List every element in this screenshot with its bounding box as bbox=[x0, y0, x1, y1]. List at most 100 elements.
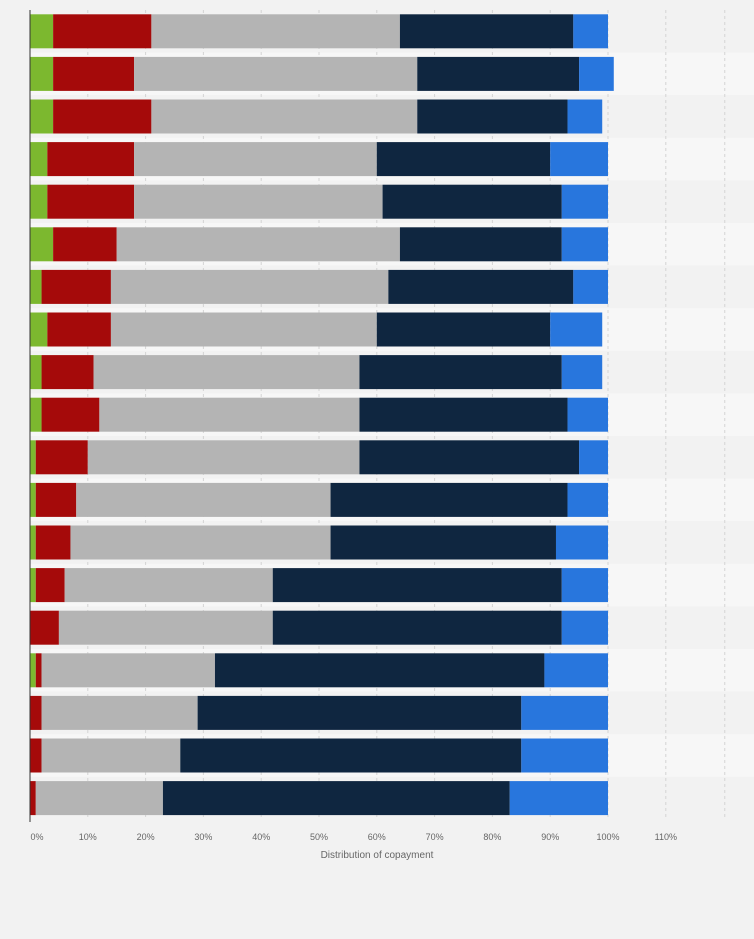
bar-segment-series-3[interactable] bbox=[58, 610, 273, 645]
bar-segment-series-2[interactable] bbox=[53, 99, 152, 134]
bar-segment-series-4[interactable] bbox=[214, 653, 545, 688]
bar-segment-series-4[interactable] bbox=[197, 695, 522, 730]
x-tick-label: 110% bbox=[655, 832, 677, 842]
bar-segment-series-5[interactable] bbox=[544, 653, 608, 688]
bar-segment-series-4[interactable] bbox=[376, 142, 551, 177]
bar-segment-series-5[interactable] bbox=[573, 269, 608, 304]
x-tick-label: 100% bbox=[596, 832, 619, 842]
bar-segment-series-5[interactable] bbox=[567, 482, 608, 517]
bar-segment-series-5[interactable] bbox=[521, 695, 608, 730]
bar-segment-series-4[interactable] bbox=[359, 355, 562, 390]
bar-segment-series-1[interactable] bbox=[30, 184, 48, 219]
bar-segment-series-3[interactable] bbox=[41, 653, 215, 688]
bar-segment-series-1[interactable] bbox=[30, 312, 48, 347]
bar-segment-series-2[interactable] bbox=[35, 440, 88, 475]
x-tick-label: 30% bbox=[194, 832, 212, 842]
bar-segment-series-3[interactable] bbox=[76, 482, 331, 517]
bar-segment-series-2[interactable] bbox=[53, 227, 117, 262]
bar-segment-series-2[interactable] bbox=[30, 738, 42, 773]
bar-segment-series-3[interactable] bbox=[110, 269, 389, 304]
bar-segment-series-1[interactable] bbox=[30, 269, 42, 304]
bar-segment-series-2[interactable] bbox=[30, 610, 59, 645]
bar-segment-series-4[interactable] bbox=[272, 610, 562, 645]
bar-segment-series-2[interactable] bbox=[30, 695, 42, 730]
bar-segment-series-5[interactable] bbox=[509, 781, 608, 816]
bar-segment-series-3[interactable] bbox=[93, 355, 360, 390]
bar-segment-series-3[interactable] bbox=[99, 397, 360, 432]
bar-segment-series-5[interactable] bbox=[567, 99, 603, 134]
bar-segment-series-2[interactable] bbox=[35, 482, 77, 517]
bar-segment-series-4[interactable] bbox=[162, 781, 510, 816]
bar-segment-series-2[interactable] bbox=[47, 142, 135, 177]
bar-segment-series-3[interactable] bbox=[151, 14, 400, 49]
x-tick-label: 20% bbox=[137, 832, 155, 842]
bar-segment-series-3[interactable] bbox=[70, 525, 331, 560]
bar-segment-series-2[interactable] bbox=[35, 525, 71, 560]
x-tick-label: 80% bbox=[483, 832, 501, 842]
bar-segment-series-1[interactable] bbox=[30, 653, 36, 688]
bar-segment-series-4[interactable] bbox=[330, 482, 568, 517]
bar-segment-series-1[interactable] bbox=[30, 142, 48, 177]
bar-segment-series-5[interactable] bbox=[561, 568, 608, 603]
bar-segment-series-1[interactable] bbox=[30, 56, 54, 91]
bar-segment-series-5[interactable] bbox=[573, 14, 608, 49]
bar-segment-series-3[interactable] bbox=[110, 312, 377, 347]
bar-segment-series-4[interactable] bbox=[399, 14, 574, 49]
bar-segment-series-4[interactable] bbox=[382, 184, 562, 219]
bar-segment-series-4[interactable] bbox=[376, 312, 551, 347]
bar-segment-series-3[interactable] bbox=[41, 738, 181, 773]
bar-segment-series-4[interactable] bbox=[359, 440, 580, 475]
bar-segment-series-4[interactable] bbox=[417, 56, 580, 91]
bar-segment-series-3[interactable] bbox=[134, 56, 418, 91]
bar-segment-series-5[interactable] bbox=[561, 355, 603, 390]
bar-segment-series-1[interactable] bbox=[30, 227, 54, 262]
bar-segment-series-3[interactable] bbox=[151, 99, 418, 134]
bars bbox=[30, 14, 614, 816]
bar-segment-series-5[interactable] bbox=[561, 227, 608, 262]
bar-segment-series-5[interactable] bbox=[550, 312, 603, 347]
bar-segment-series-4[interactable] bbox=[399, 227, 562, 262]
bar-segment-series-2[interactable] bbox=[53, 14, 152, 49]
bar-segment-series-2[interactable] bbox=[47, 184, 135, 219]
bar-segment-series-1[interactable] bbox=[30, 397, 42, 432]
x-tick-label: 50% bbox=[310, 832, 328, 842]
bar-segment-series-4[interactable] bbox=[417, 99, 568, 134]
bar-segment-series-3[interactable] bbox=[64, 568, 273, 603]
bar-segment-series-1[interactable] bbox=[30, 568, 36, 603]
bar-segment-series-1[interactable] bbox=[30, 525, 36, 560]
bar-segment-series-5[interactable] bbox=[561, 184, 608, 219]
bar-segment-series-1[interactable] bbox=[30, 440, 36, 475]
bar-segment-series-5[interactable] bbox=[521, 738, 608, 773]
bar-segment-series-1[interactable] bbox=[30, 14, 54, 49]
bar-segment-series-4[interactable] bbox=[388, 269, 574, 304]
bar-segment-series-1[interactable] bbox=[30, 99, 54, 134]
bar-segment-series-5[interactable] bbox=[579, 440, 608, 475]
bar-segment-series-3[interactable] bbox=[134, 142, 377, 177]
bar-segment-series-4[interactable] bbox=[359, 397, 568, 432]
bar-segment-series-2[interactable] bbox=[41, 269, 111, 304]
bar-segment-series-4[interactable] bbox=[272, 568, 562, 603]
bar-segment-series-2[interactable] bbox=[41, 397, 100, 432]
bar-segment-series-5[interactable] bbox=[550, 142, 608, 177]
bar-segment-series-2[interactable] bbox=[41, 355, 94, 390]
bar-segment-series-2[interactable] bbox=[35, 653, 42, 688]
bar-segment-series-3[interactable] bbox=[87, 440, 360, 475]
bar-segment-series-5[interactable] bbox=[561, 610, 608, 645]
bar-segment-series-1[interactable] bbox=[30, 355, 42, 390]
bar-segment-series-2[interactable] bbox=[47, 312, 111, 347]
bar-segment-series-3[interactable] bbox=[35, 781, 163, 816]
bar-segment-series-2[interactable] bbox=[30, 781, 36, 816]
bar-segment-series-5[interactable] bbox=[567, 397, 608, 432]
bar-segment-series-4[interactable] bbox=[180, 738, 522, 773]
x-tick-label: 70% bbox=[426, 832, 444, 842]
bar-segment-series-2[interactable] bbox=[53, 56, 135, 91]
bar-segment-series-3[interactable] bbox=[41, 695, 198, 730]
bar-segment-series-3[interactable] bbox=[134, 184, 383, 219]
bar-segment-series-5[interactable] bbox=[579, 56, 614, 91]
bar-segment-series-3[interactable] bbox=[116, 227, 400, 262]
bar-segment-series-4[interactable] bbox=[330, 525, 556, 560]
bar-segment-series-2[interactable] bbox=[35, 568, 65, 603]
bar-segment-series-1[interactable] bbox=[30, 482, 36, 517]
bar-segment-series-5[interactable] bbox=[555, 525, 608, 560]
